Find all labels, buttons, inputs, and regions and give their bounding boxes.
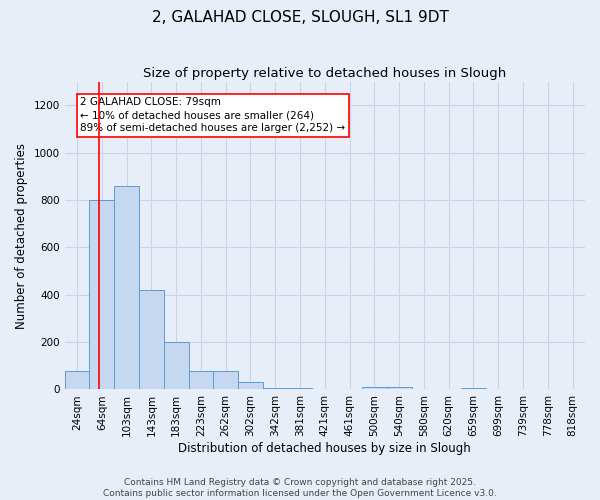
Bar [114, 186, 139, 390]
Bar [287, 388, 313, 390]
Y-axis label: Number of detached properties: Number of detached properties [15, 142, 28, 328]
Title: Size of property relative to detached houses in Slough: Size of property relative to detached ho… [143, 68, 506, 80]
Text: 2, GALAHAD CLOSE, SLOUGH, SL1 9DT: 2, GALAHAD CLOSE, SLOUGH, SL1 9DT [152, 10, 448, 25]
X-axis label: Distribution of detached houses by size in Slough: Distribution of detached houses by size … [178, 442, 471, 455]
Bar [263, 388, 287, 390]
Bar [65, 370, 89, 390]
Text: 2 GALAHAD CLOSE: 79sqm
← 10% of detached houses are smaller (264)
89% of semi-de: 2 GALAHAD CLOSE: 79sqm ← 10% of detached… [80, 97, 346, 134]
Bar [387, 387, 412, 390]
Bar [139, 290, 164, 390]
Bar [362, 387, 387, 390]
Bar [89, 200, 114, 390]
Text: Contains HM Land Registry data © Crown copyright and database right 2025.
Contai: Contains HM Land Registry data © Crown c… [103, 478, 497, 498]
Bar [164, 342, 188, 390]
Bar [214, 370, 238, 390]
Bar [461, 388, 486, 390]
Bar [238, 382, 263, 390]
Bar [188, 370, 214, 390]
